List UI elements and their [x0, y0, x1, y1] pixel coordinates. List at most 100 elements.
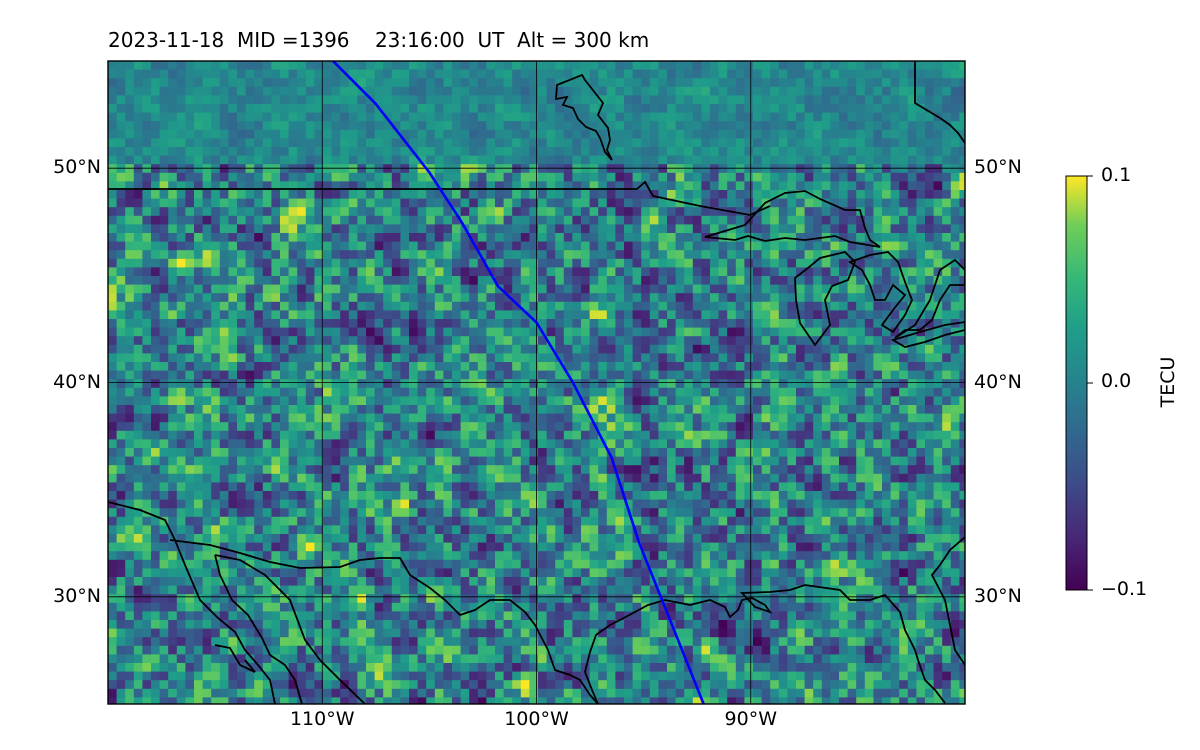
- heatmap-cell: [581, 207, 591, 217]
- heatmap-cell: [563, 181, 573, 191]
- heatmap-cell: [133, 78, 143, 88]
- heatmap-cell: [847, 95, 857, 105]
- heatmap-cell: [804, 301, 814, 311]
- heatmap-cell: [925, 104, 935, 114]
- heatmap-cell: [796, 207, 806, 217]
- heatmap-cell: [830, 301, 840, 311]
- heatmap-cell: [314, 164, 324, 174]
- heatmap-cell: [477, 413, 487, 423]
- heatmap-cell: [864, 86, 874, 96]
- heatmap-cell: [262, 129, 272, 139]
- heatmap-cell: [873, 61, 883, 71]
- heatmap-cell: [856, 241, 866, 251]
- heatmap-cell: [701, 456, 711, 466]
- heatmap-cell: [744, 396, 754, 406]
- heatmap-cell: [271, 112, 281, 122]
- heatmap-cell: [477, 276, 487, 286]
- heatmap-cell: [546, 276, 556, 286]
- heatmap-cell: [796, 482, 806, 492]
- heatmap-cell: [305, 456, 315, 466]
- heatmap-cell: [194, 422, 204, 432]
- heatmap-cell: [598, 310, 608, 320]
- heatmap-cell: [753, 362, 763, 372]
- heatmap-cell: [546, 327, 556, 337]
- heatmap-cell: [297, 327, 307, 337]
- heatmap-cell: [753, 233, 763, 243]
- heatmap-cell: [417, 413, 427, 423]
- heatmap-cell: [142, 439, 152, 449]
- heatmap-cell: [176, 276, 186, 286]
- heatmap-cell: [305, 301, 315, 311]
- heatmap-cell: [512, 387, 522, 397]
- heatmap-cell: [667, 61, 677, 71]
- heatmap-cell: [426, 241, 436, 251]
- heatmap-cell: [873, 250, 883, 260]
- heatmap-cell: [735, 198, 745, 208]
- heatmap-cell: [856, 327, 866, 337]
- heatmap-cell: [899, 224, 909, 234]
- heatmap-cell: [847, 405, 857, 415]
- heatmap-cell: [753, 95, 763, 105]
- heatmap-cell: [959, 258, 965, 268]
- heatmap-cell: [280, 129, 290, 139]
- heatmap-cell: [434, 430, 444, 440]
- heatmap-cell: [727, 61, 737, 71]
- heatmap-cell: [245, 241, 255, 251]
- heatmap-cell: [796, 164, 806, 174]
- heatmap-cell: [710, 69, 720, 79]
- heatmap-cell: [925, 138, 935, 148]
- heatmap-cell: [598, 387, 608, 397]
- heatmap-cell: [151, 344, 161, 354]
- heatmap-cell: [469, 86, 479, 96]
- heatmap-cell: [546, 319, 556, 329]
- heatmap-cell: [684, 104, 694, 114]
- heatmap-cell: [925, 207, 935, 217]
- heatmap-cell: [581, 267, 591, 277]
- heatmap-cell: [194, 241, 204, 251]
- heatmap-cell: [194, 86, 204, 96]
- heatmap-cell: [495, 138, 505, 148]
- heatmap-cell: [237, 276, 247, 286]
- heatmap-cell: [142, 121, 152, 131]
- heatmap-cell: [357, 78, 367, 88]
- heatmap-cell: [899, 233, 909, 243]
- heatmap-cell: [950, 293, 960, 303]
- heatmap-cell: [185, 181, 195, 191]
- heatmap-cell: [512, 422, 522, 432]
- heatmap-cell: [933, 293, 943, 303]
- heatmap-cell: [606, 379, 616, 389]
- heatmap-cell: [211, 147, 221, 157]
- heatmap-cell: [202, 198, 212, 208]
- heatmap-cell: [460, 370, 470, 380]
- heatmap-cell: [366, 336, 376, 346]
- heatmap-cell: [649, 396, 659, 406]
- heatmap-cell: [314, 327, 324, 337]
- heatmap-cell: [606, 362, 616, 372]
- heatmap-cell: [804, 353, 814, 363]
- heatmap-cell: [641, 112, 651, 122]
- heatmap-cell: [305, 267, 315, 277]
- heatmap-cell: [340, 258, 350, 268]
- heatmap-cell: [486, 301, 496, 311]
- heatmap-cell: [744, 456, 754, 466]
- heatmap-cell: [417, 241, 427, 251]
- heatmap-cell: [512, 78, 522, 88]
- heatmap-cell: [632, 465, 642, 475]
- heatmap-cell: [443, 61, 453, 71]
- heatmap-cell: [366, 233, 376, 243]
- heatmap-cell: [641, 482, 651, 492]
- heatmap-cell: [443, 172, 453, 182]
- heatmap-cell: [374, 482, 384, 492]
- heatmap-cell: [718, 224, 728, 234]
- heatmap-cell: [133, 293, 143, 303]
- heatmap-cell: [503, 61, 513, 71]
- heatmap-cell: [417, 387, 427, 397]
- heatmap-cell: [563, 456, 573, 466]
- heatmap-cell: [211, 327, 221, 337]
- heatmap-cell: [873, 112, 883, 122]
- heatmap-cell: [486, 379, 496, 389]
- heatmap-cell: [864, 370, 874, 380]
- heatmap-cell: [314, 233, 324, 243]
- heatmap-cell: [890, 155, 900, 165]
- heatmap-cell: [649, 284, 659, 294]
